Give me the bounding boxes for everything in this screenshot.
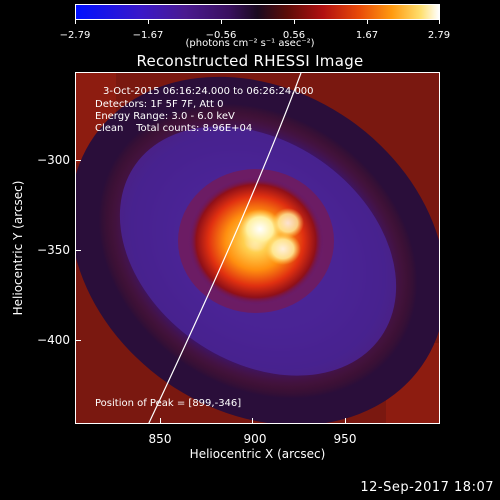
y-tick-label: −300 <box>37 153 70 167</box>
x-tick-label: 900 <box>243 432 267 446</box>
colorbar <box>75 4 440 20</box>
time-range: 3-Oct-2015 06:16:24.000 to 06:26:24.000 <box>103 86 314 97</box>
colorbar-units: (photons cm⁻² s⁻¹ asec⁻²) <box>185 38 315 49</box>
peak-position: Position of Peak = [899,-346] <box>95 398 242 409</box>
energy-range: Energy Range: 3.0 - 6.0 keV <box>95 111 235 122</box>
colorbar-tick-label: 2.79 <box>427 30 451 41</box>
x-tick-label: 950 <box>333 432 357 446</box>
colorbar-tick-label: 0.56 <box>282 30 306 41</box>
y-tick-label: −400 <box>37 333 70 347</box>
image-title: Reconstructed RHESSI Image <box>136 52 364 70</box>
clean-counts: Clean Total counts: 8.96E+04 <box>95 123 253 134</box>
footer-timestamp: 12-Sep-2017 18:07 <box>360 480 494 495</box>
rhessi-image <box>76 73 439 423</box>
colorbar-ticks: −2.79 −1.67 −0.56 0.56 1.67 2.79 <box>60 4 450 44</box>
colorbar-tick-label: 1.67 <box>355 30 379 41</box>
solar-limb-line <box>148 73 302 423</box>
y-tick-label: −350 <box>37 243 70 257</box>
x-axis-label: Heliocentric X (arcsec) <box>189 447 326 461</box>
colorbar-tick-label: −1.67 <box>132 30 164 41</box>
x-tick-label: 850 <box>148 432 172 446</box>
detectors-info: Detectors: 1F 5F 7F, Att 0 <box>95 99 224 110</box>
y-axis-label: Heliocentric Y (arcsec) <box>11 180 25 316</box>
colorbar-tick-label: −0.56 <box>205 30 237 41</box>
image-panel <box>75 72 440 424</box>
colorbar-tick-label: −2.79 <box>59 30 91 41</box>
